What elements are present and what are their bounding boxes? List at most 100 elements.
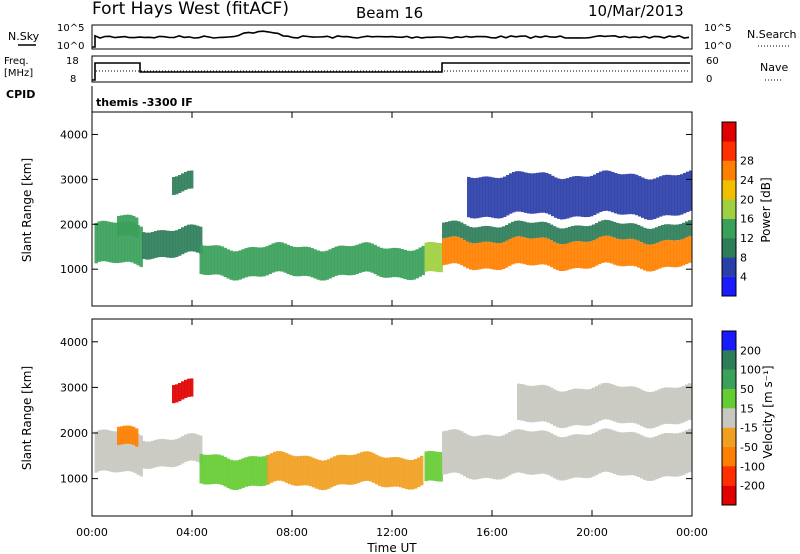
power-cell xyxy=(115,222,119,264)
velocity-cell xyxy=(631,386,635,423)
power-cell xyxy=(187,224,191,252)
x-tick-label: 08:00 xyxy=(276,526,308,539)
power-cell xyxy=(599,171,603,212)
power-cell xyxy=(346,246,350,276)
power-cell xyxy=(355,244,359,274)
velocity-cell xyxy=(673,433,677,477)
power-cell xyxy=(596,173,600,214)
velocity-colorbar-tick-label: 15 xyxy=(740,402,754,415)
power-cell xyxy=(560,179,564,220)
velocity-cell xyxy=(154,439,158,468)
velocity-cell xyxy=(129,425,133,444)
velocity-cell xyxy=(100,429,104,471)
power-cell xyxy=(184,171,188,190)
power-colorbar-swatch xyxy=(722,180,736,200)
velocity-cell xyxy=(463,432,467,477)
power-cell xyxy=(280,242,284,272)
power-cell xyxy=(646,244,650,272)
power-cell xyxy=(479,177,483,218)
power-cell xyxy=(313,249,317,279)
power-cell xyxy=(586,241,590,269)
power-cell xyxy=(292,246,296,277)
power-cell xyxy=(310,248,314,278)
velocity-cell xyxy=(598,430,602,474)
power-cell xyxy=(163,230,167,258)
power-cell xyxy=(583,241,587,269)
velocity-cell xyxy=(577,388,581,426)
velocity-cell xyxy=(592,387,596,425)
power-cell xyxy=(656,177,660,218)
freq-label-line1: Freq. xyxy=(4,56,29,67)
power-cell xyxy=(340,245,344,275)
power-cell xyxy=(403,249,407,280)
power-cell xyxy=(553,226,557,242)
velocity-cell xyxy=(300,455,304,486)
power-cell xyxy=(520,236,524,264)
power-cell xyxy=(467,176,471,218)
velocity-cell xyxy=(196,434,200,462)
power-cell xyxy=(595,223,599,239)
power-cell xyxy=(478,226,482,243)
power-cell xyxy=(133,223,137,264)
power-cell xyxy=(145,232,149,260)
y-tick-label: 2000 xyxy=(60,427,88,440)
velocity-colorbar-swatch xyxy=(722,389,736,409)
velocity-cell xyxy=(583,389,587,426)
velocity-cell xyxy=(652,391,656,428)
power-cell xyxy=(673,224,677,241)
velocity-cell xyxy=(541,384,545,422)
power-cell xyxy=(238,250,242,280)
power-cell xyxy=(166,230,170,258)
nave-tick-bottom: 0 xyxy=(706,74,712,85)
velocity-cell xyxy=(339,454,343,485)
power-cell xyxy=(481,241,485,269)
power-cell xyxy=(643,227,647,244)
power-cell xyxy=(472,227,476,244)
velocity-cell xyxy=(312,457,316,488)
velocity-cell xyxy=(526,385,530,422)
power-cell xyxy=(608,170,612,212)
velocity-cell xyxy=(336,455,340,485)
velocity-cell xyxy=(562,437,566,481)
power-cell xyxy=(556,243,560,271)
power-cell xyxy=(175,176,179,195)
power-cell xyxy=(196,225,200,253)
power-cell xyxy=(199,244,203,275)
velocity-cell xyxy=(670,387,674,425)
power-cell xyxy=(508,239,512,266)
power-cell xyxy=(667,239,671,267)
velocity-cell xyxy=(181,436,185,464)
power-cell xyxy=(205,245,209,275)
velocity-cell xyxy=(586,434,590,479)
power-cell xyxy=(415,249,419,279)
power-cell xyxy=(511,221,515,238)
power-cell xyxy=(106,221,110,262)
power-cell xyxy=(592,224,596,241)
power-cell xyxy=(442,238,446,266)
power-cell xyxy=(494,177,498,219)
velocity-cell xyxy=(169,439,173,468)
power-cell xyxy=(679,223,683,240)
power-cell xyxy=(506,175,510,216)
power-cell xyxy=(526,238,530,265)
power-y-axis: 1000 2000 3000 4000 xyxy=(60,128,692,276)
power-cell xyxy=(574,241,578,269)
power-cell xyxy=(476,177,480,219)
power-cell xyxy=(445,237,449,265)
velocity-cell xyxy=(190,433,194,461)
velocity-cell xyxy=(297,456,301,486)
velocity-cell xyxy=(574,388,578,426)
power-cell xyxy=(526,222,530,239)
power-cell xyxy=(559,244,563,271)
power-cell xyxy=(680,174,684,215)
power-cell xyxy=(670,240,674,268)
power-cell xyxy=(631,238,635,266)
velocity-cell xyxy=(405,459,409,490)
velocity-cell xyxy=(607,428,611,472)
velocity-colorbar-swatch xyxy=(722,331,736,351)
power-cell xyxy=(391,247,395,278)
velocity-heatmap xyxy=(94,378,692,491)
velocity-cell xyxy=(288,454,292,485)
power-cell xyxy=(589,225,593,242)
power-cell xyxy=(686,171,690,212)
